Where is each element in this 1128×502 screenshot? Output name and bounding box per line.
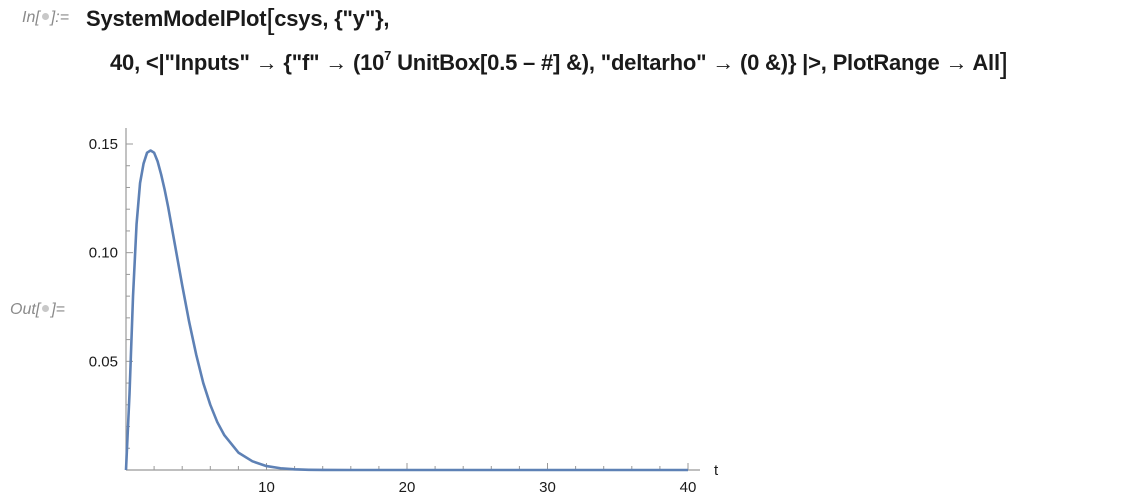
close-bracket-glyph: ] [999,48,1008,80]
function-name: SystemModelPlot [86,6,267,31]
y-tick-label: 0.05 [89,353,118,370]
plot-tick-labels: 10 20 30 40 0.05 0.10 0.15 [89,136,697,496]
x-tick-label: 40 [680,479,697,496]
function-args-line-1: csys, {"y"}, [274,6,390,31]
x-axis-label: t [714,462,719,479]
open-bracket-glyph: [ [266,4,275,36]
x-tick-label: 10 [258,479,275,496]
x-tick-label: 30 [539,479,556,496]
y-tick-label: 0.10 [89,245,118,262]
series-line-y [124,149,688,472]
input-cell-label: In[]:= [22,9,70,26]
x-tick-label: 20 [399,479,416,496]
cell-status-dot-icon [42,305,50,313]
y-tick-label: 0.15 [89,136,118,153]
function-args-line-2b: UnitBox[0.5 – #] &), "deltarho" → (0 &)}… [391,50,1000,75]
plot-ticks [126,143,689,470]
cell-status-dot-icon [41,13,49,21]
function-args-line-2a: 40, <|"Inputs" → {"f" → (10 [110,50,385,75]
exponent: 7 [384,48,392,63]
output-cell-label: Out[]= [10,301,66,318]
input-code-line-1[interactable]: SystemModelPlot[csys, {"y"}, [86,6,390,35]
input-code-line-2[interactable]: 40, <|"Inputs" → {"f" → (107 UnitBox[0.5… [110,48,1008,79]
plot-axes [125,128,700,471]
